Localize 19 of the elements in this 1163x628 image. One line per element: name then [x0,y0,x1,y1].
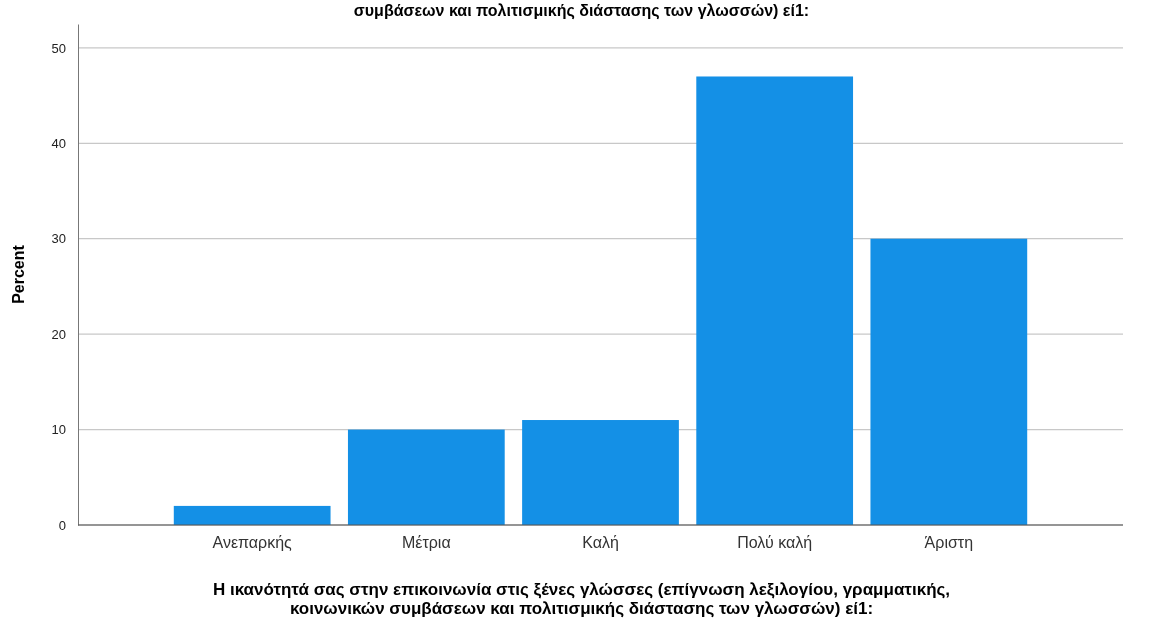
x-tick-label: Ανεπαρκής [212,534,293,552]
y-tick-label: 10 [51,422,66,438]
x-tick-label: Καλή [582,534,619,552]
bar [522,420,679,525]
x-tick-label: Πολύ καλή [737,534,813,552]
bar [347,429,505,525]
x-tick-label: Μέτρια [401,534,451,552]
x-tick-label: Άριστη [924,534,974,552]
chart-title: συμβάσεων και πολιτισμικής διάστασης των γλωσσών) εί1: [353,2,810,20]
y-tick-label: 20 [51,326,66,342]
y-tick-label: 50 [51,40,66,56]
y-axis-title: Percent [10,244,27,304]
y-tick-label: 0 [58,517,66,533]
x-axis-title: Η ικανότητά σας στην επικοινωνία στις ξένες γλώσσες (επίγνωση λεξιλογίου, γραμματικής, κοινωνικών συμβάσεων και πολιτισμικής διάστασης των γλωσσών) εί1: [212,580,951,618]
bar [870,238,1028,525]
y-tick-label: 30 [51,231,66,247]
y-tick-label: 40 [51,135,66,151]
bar [696,76,854,525]
bar [173,505,331,525]
